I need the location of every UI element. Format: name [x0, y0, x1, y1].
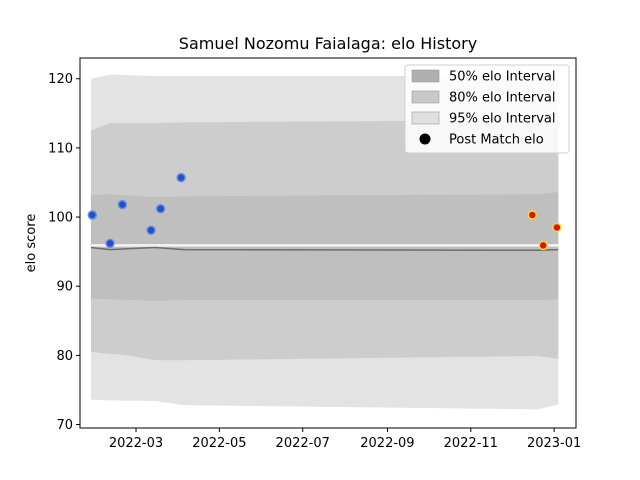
y-tick-label: 90	[56, 280, 73, 295]
trend-lines	[90, 244, 559, 252]
point-1-2	[105, 238, 115, 249]
interval-bands	[90, 74, 559, 410]
y-tick-label: 120	[48, 72, 73, 87]
data-points	[87, 172, 562, 251]
legend-label: 95% elo Interval	[449, 112, 556, 127]
point-2-1	[527, 210, 538, 220]
y-tick-label: 110	[48, 141, 73, 156]
legend-marker	[419, 133, 431, 145]
plot-frame	[79, 57, 577, 429]
x-tick-label: 2023-01	[527, 436, 581, 451]
chart-title: Samuel Nozomu Faialaga: elo History	[179, 34, 477, 53]
legend-label: 50% elo Interval	[449, 70, 556, 85]
y-axis-label: elo score	[24, 214, 39, 273]
mean-line	[90, 246, 559, 252]
point-1-1	[87, 210, 98, 220]
legend-label: Post Match elo	[449, 133, 544, 148]
point-2-3	[552, 222, 562, 233]
point-1-3	[117, 199, 128, 210]
y-axis-ticks: 70 80 90 100 110 120	[48, 72, 80, 433]
point-1-4	[146, 225, 156, 235]
legend-swatch	[411, 111, 440, 125]
legend-swatch	[411, 90, 440, 104]
x-tick-label: 2022-11	[444, 436, 498, 451]
x-tick-label: 2022-03	[109, 436, 163, 451]
legend-swatch	[411, 69, 440, 83]
x-tick-label: 2022-09	[360, 436, 414, 451]
x-tick-label: 2022-07	[276, 436, 330, 451]
legend-box	[404, 64, 570, 154]
y-tick-label: 100	[48, 211, 73, 226]
x-tick-label: 2022-05	[192, 436, 246, 451]
x-axis-ticks: 2022-03 2022-05 2022-07 2022-09 2022-11 2023-…	[109, 428, 581, 451]
point-2-2	[538, 240, 548, 251]
point-1-6	[176, 172, 186, 183]
legend-label: 80% elo Interval	[449, 91, 556, 106]
y-tick-label: 70	[56, 418, 73, 433]
legend: 50% elo Interval 80% elo Interval 95% elo …	[404, 64, 570, 154]
y-tick-label: 80	[56, 349, 73, 364]
point-1-5	[155, 204, 166, 214]
